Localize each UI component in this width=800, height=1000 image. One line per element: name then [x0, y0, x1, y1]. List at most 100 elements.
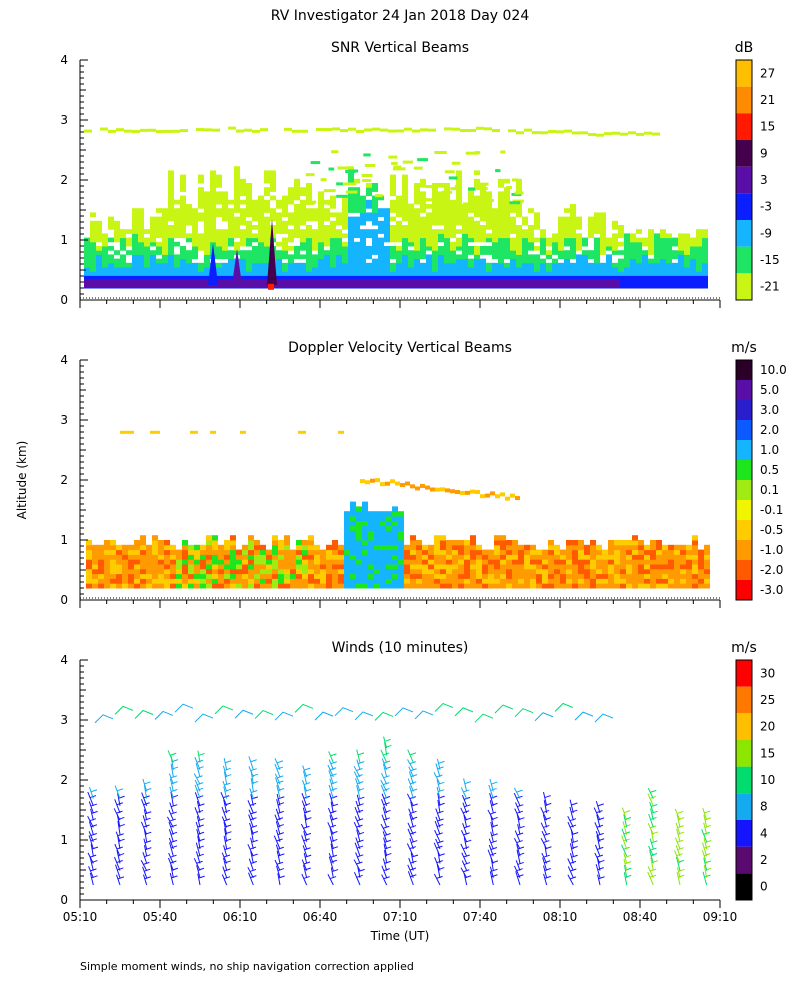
snr-cell: [648, 279, 654, 285]
doppler-cell: [458, 559, 464, 565]
doppler-cell: [242, 544, 248, 551]
wind-barb-flag: [384, 738, 391, 742]
doppler-cell: [536, 549, 542, 555]
doppler-cell: [380, 520, 386, 527]
wind-barb: [487, 809, 494, 821]
snr-cell: [582, 275, 588, 281]
snr-cell: [240, 183, 246, 188]
doppler-cell: [152, 573, 158, 579]
snr-cell: [498, 212, 504, 218]
doppler-cell: [356, 506, 362, 512]
snr-cell: [690, 254, 696, 260]
snr-cell: [444, 208, 450, 213]
snr-cell: [690, 246, 696, 251]
snr-cell: [174, 225, 180, 230]
snr-cell: [372, 275, 378, 281]
doppler-cell: [164, 559, 170, 565]
snr-cell: [534, 237, 540, 243]
snr-cell: [594, 241, 600, 247]
snr-cell: [498, 275, 504, 281]
doppler-cell: [284, 535, 290, 541]
doppler-cell: [698, 564, 704, 570]
wind-barb: [540, 822, 548, 835]
snr-cell: [528, 254, 534, 260]
snr-cell: [474, 271, 480, 276]
wind-barb-flag: [438, 760, 445, 764]
wind-barb-flag: [516, 789, 523, 793]
doppler-cell: [578, 573, 584, 579]
snr-cell: [204, 237, 210, 243]
snr-cell: [360, 233, 366, 239]
wind-barb: [301, 835, 308, 850]
doppler-cell: [158, 544, 164, 551]
snr-cell: [534, 212, 540, 218]
snr-cell: [498, 254, 504, 260]
doppler-cell: [386, 535, 392, 541]
doppler-cell: [404, 564, 410, 570]
snr-cell: [252, 262, 258, 268]
snr-patch: [454, 185, 461, 189]
snr-cell: [684, 279, 690, 285]
doppler-cell: [128, 578, 134, 584]
doppler-cell: [260, 554, 266, 560]
snr-cell: [264, 170, 270, 176]
snr-patch: [495, 169, 501, 173]
wind-barb: [569, 853, 574, 864]
doppler-cell: [350, 559, 356, 565]
snr-cell: [600, 275, 606, 281]
colorbar-swatch: [736, 793, 752, 820]
snr-cell: [612, 262, 618, 268]
snr-cell: [396, 233, 402, 239]
doppler-cell: [518, 564, 524, 570]
doppler-slope: [475, 490, 480, 495]
snr-cell: [684, 275, 690, 281]
snr-cell: [330, 220, 336, 226]
snr-cell: [546, 241, 552, 247]
snr-cell: [402, 195, 408, 201]
snr-cell: [420, 220, 426, 226]
snr-cell: [414, 275, 420, 281]
doppler-cell: [626, 568, 632, 575]
snr-cell: [438, 204, 444, 209]
snr-cell: [240, 220, 246, 226]
doppler-cell: [224, 549, 230, 555]
snr-cell: [360, 254, 366, 260]
snr-cell: [462, 262, 468, 268]
doppler-cell: [164, 540, 170, 546]
snr-cell: [234, 199, 240, 205]
wind-barb: [621, 807, 628, 821]
snr-cell: [462, 216, 468, 222]
doppler-cell: [398, 525, 404, 531]
snr-cell: [492, 225, 498, 230]
snr-cell: [666, 262, 672, 268]
snr-cell: [372, 267, 378, 272]
doppler-cell: [500, 559, 506, 565]
snr-patch: [361, 174, 373, 178]
snr-cell: [576, 254, 582, 260]
snr-cell: [90, 220, 96, 226]
snr-cell: [456, 170, 462, 176]
snr-cell: [210, 178, 216, 184]
snr-cell: [648, 275, 654, 281]
doppler-cell: [92, 583, 98, 589]
wind-barb: [462, 822, 468, 835]
snr-cell: [678, 262, 684, 268]
doppler-cell: [266, 554, 272, 560]
snr-cell: [174, 233, 180, 239]
doppler-cell: [320, 573, 326, 579]
doppler-cell: [86, 540, 92, 546]
snr-cell: [600, 267, 606, 272]
snr-cell: [432, 246, 438, 251]
colorbar-frame: [735, 59, 753, 301]
snr-cell: [282, 241, 288, 247]
snr-cell: [498, 204, 504, 209]
snr-cell: [348, 199, 354, 205]
doppler-cell: [698, 583, 704, 589]
snr-cell: [534, 258, 540, 264]
wind-barb: [489, 792, 494, 806]
wind-barb: [221, 806, 228, 821]
snr-patch: [362, 179, 372, 183]
snr-cell: [468, 250, 474, 255]
doppler-cell: [320, 559, 326, 565]
snr-cell: [450, 233, 456, 239]
